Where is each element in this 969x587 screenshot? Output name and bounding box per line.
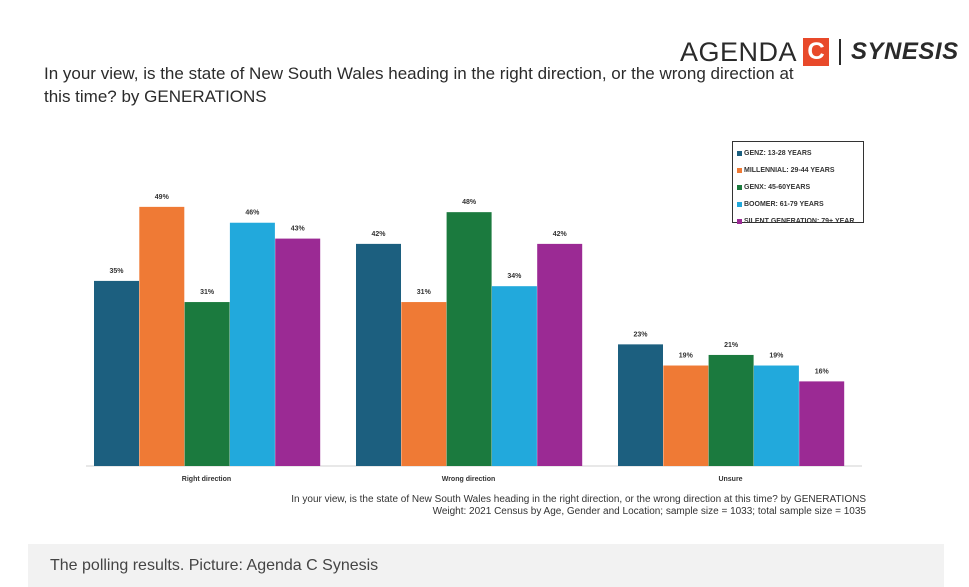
logo-c-mark: C [803,38,830,66]
legend-item: GENZ: 13-28 YEARS [737,145,859,162]
bar-right-direction-series-3 [184,302,230,466]
data-label: 31% [200,289,215,296]
bar-wrong-direction-series-1 [356,243,401,466]
data-label: 19% [769,353,784,360]
data-label: 42% [371,231,386,238]
data-label: 34% [507,273,522,280]
legend-item: SILENT GENERATION: 79+ YEAR [737,213,859,230]
bar-unsure-series-4 [753,365,799,466]
chart-legend: GENZ: 13-28 YEARS MILLENNIAL: 29-44 YEARS… [732,141,864,225]
x-tick-label: Wrong direction [442,476,496,483]
bar-right-direction-series-5 [275,238,321,466]
data-label: 43% [291,226,306,233]
legend-label: BOOMER: 61-79 YEARS [744,201,824,208]
data-label: 21% [724,342,739,349]
data-label: 35% [109,268,124,275]
bar-wrong-direction-series-2 [401,302,447,466]
chart-footnote: In your view, is the state of New South … [150,494,866,518]
legend-swatch [737,151,742,156]
image-caption: The polling results. Picture: Agenda C S… [28,544,944,587]
logo-agenda-text: AGENDA [680,36,798,67]
data-label: 31% [417,289,432,296]
legend-swatch [737,202,742,207]
legend-item: MILLENNIAL: 29-44 YEARS [737,162,859,179]
legend-label: MILLENNIAL: 29-44 YEARS [744,167,835,174]
legend-swatch [737,219,742,224]
bar-right-direction-series-2 [139,206,185,466]
bar-chart: 35% 49% 31% 46% 43% Right direction 42% 31% 48% 3… [86,194,862,483]
agenda-c-synesis-logo: AGENDA C SYNESIS [680,36,959,68]
bar-unsure-series-5 [799,381,845,466]
bar-wrong-direction-series-5 [537,243,583,466]
legend-swatch [737,168,742,173]
logo-synesis-text: SYNESIS [851,38,959,65]
bar-unsure-series-2 [663,365,709,466]
bar-unsure-series-1 [618,344,663,466]
legend-label: GENX: 45-60YEARS [744,184,811,191]
legend-item: BOOMER: 61-79 YEARS [737,196,859,213]
legend-item: GENX: 45-60YEARS [737,179,859,196]
bar-wrong-direction-series-4 [491,286,537,466]
data-label: 19% [679,353,694,360]
data-label: 23% [633,331,648,338]
data-label: 49% [155,194,170,201]
legend-label: SILENT GENERATION: 79+ YEAR [744,218,855,225]
footnote-question: In your view, is the state of New South … [291,494,866,505]
data-label: 46% [245,210,260,217]
footnote-weighting: Weight: 2021 Census by Age, Gender and L… [432,506,866,517]
bar-right-direction-series-1 [94,280,139,466]
data-label: 48% [462,199,477,206]
bar-right-direction-series-4 [229,222,275,466]
data-label: 42% [553,231,568,238]
legend-label: GENZ: 13-28 YEARS [744,150,812,157]
data-label: 16% [815,368,830,375]
chart-title: In your view, is the state of New South … [44,64,794,106]
legend-swatch [737,185,742,190]
x-tick-label: Right direction [182,476,231,483]
logo-separator [839,39,842,65]
bar-unsure-series-3 [708,354,754,466]
bar-wrong-direction-series-3 [446,212,492,466]
x-tick-label: Unsure [718,476,742,483]
